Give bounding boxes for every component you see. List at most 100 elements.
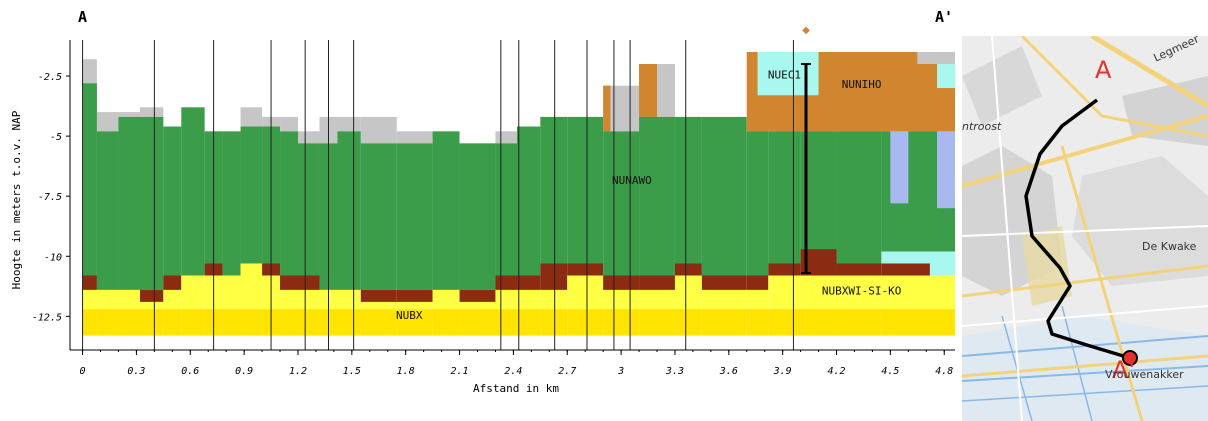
x-axis-title: Afstand in km (473, 382, 559, 395)
nubx-segment-2 (118, 309, 141, 336)
layer-label-0: NUNAWO (612, 174, 652, 187)
map-label-vrouwenakker: Vrouwenakker (1105, 368, 1184, 381)
surface-segment-15 (396, 131, 433, 144)
nubxwi-segment-24 (674, 275, 702, 310)
peat-base-segment-26 (746, 275, 769, 290)
surface-segment-3 (140, 107, 164, 117)
nubx-segment-1 (96, 309, 119, 336)
y-tick-label-2: -7.5 (38, 192, 62, 203)
surface-segment-10 (280, 116, 298, 132)
nunawo-segment-19 (516, 126, 541, 276)
peat-base-segment-20 (540, 263, 568, 290)
x-tick-label-10: 3 (617, 366, 624, 377)
x-tick-label-14: 4.2 (827, 366, 845, 377)
nubxwi-segment-14 (360, 301, 397, 310)
peat-base-segment-24 (674, 263, 702, 276)
peat-base-segment-27 (768, 263, 801, 276)
nubx-segment-23 (639, 309, 675, 336)
surface-segment-14 (360, 116, 397, 144)
x-tick-label-5: 1.5 (343, 366, 361, 377)
layer-label-1: NUBXWI-SI-KO (822, 285, 901, 298)
nubx-segment-26 (746, 309, 769, 336)
nunawo-segment-27 (768, 131, 801, 264)
nubxwi-segment-20 (540, 289, 568, 310)
end-label: A' (935, 8, 953, 26)
layer-block-nuniho-0 (603, 85, 611, 132)
peat-base-segment-29 (836, 263, 882, 276)
axes: -2.5 -5 -7.5 -10 -12.5 0 0.3 0.6 0.9 1.2 1.5 1.8 2.1… (32, 40, 955, 377)
route-line (1024, 98, 1138, 366)
y-tick-label-1: -5 (50, 132, 62, 143)
nubxwi-segment-7 (222, 275, 241, 310)
y-tick-label-3: -10 (44, 252, 62, 263)
end-point-marker (1122, 350, 1138, 366)
layer-block-sand_lens-6 (890, 131, 909, 204)
nunawo-segment-26 (746, 131, 769, 276)
nubx-segment-29 (836, 309, 882, 336)
map-end-marker: A' (1112, 356, 1136, 384)
x-tick-label-11: 3.3 (665, 366, 684, 377)
peat-base-segment-0 (82, 275, 97, 290)
y-tick-label-4: -12.5 (32, 312, 62, 323)
nubxwi-segment-10 (280, 289, 298, 310)
nunawo-segment-21 (567, 116, 604, 264)
x-tick-label-2: 0.6 (181, 366, 199, 377)
layer-block-nuec1-3 (757, 52, 819, 96)
nubx-segment-8 (240, 309, 263, 336)
peat-base-segment-22 (603, 275, 640, 290)
nubxwi-segment-4 (163, 289, 182, 310)
layer-label-3: NUNIHO (842, 78, 882, 91)
nubxwi-segment-16 (432, 289, 460, 310)
peat-base-segment-19 (516, 275, 541, 290)
x-tick-label-13: 3.9 (773, 366, 792, 377)
nubx-segment-18 (495, 309, 517, 336)
location-map[interactable]: A A' Legmeer ntroost De Kwake Vrouwenakk… (962, 36, 1208, 421)
nunawo-segment-4 (163, 126, 182, 276)
map-label-de-kwake: De Kwake (1142, 240, 1197, 253)
nunawo-segment-11 (297, 143, 320, 276)
peat-base-segment-14 (360, 289, 397, 302)
nubx-segment-19 (516, 309, 541, 336)
layer-label-2: NUBX (396, 309, 423, 322)
peat-base-segment-23 (639, 275, 675, 290)
nunawo-segment-10 (280, 131, 298, 276)
nubxwi-segment-23 (639, 289, 675, 310)
nunawo-segment-24 (674, 116, 702, 264)
nubx-segment-25 (701, 309, 747, 336)
layer-labels: NUNAWO NUBXWI-SI-KO NUBX NUNIHO NUEC1 (396, 68, 901, 321)
nubxwi-segment-0 (82, 289, 97, 310)
nunawo-segment-8 (240, 126, 263, 264)
nunawo-segment-0 (82, 83, 97, 276)
nubx-segment-24 (674, 309, 702, 336)
nubx-segment-7 (222, 309, 241, 336)
nunawo-segment-1 (96, 131, 119, 290)
nubx-segment-21 (567, 309, 604, 336)
surface-segment-18 (495, 131, 517, 144)
nunawo-segment-15 (396, 143, 433, 290)
map-background (962, 36, 1208, 421)
nubxwi-segment-25 (701, 289, 747, 310)
layer-area (82, 52, 955, 336)
nubxwi-segment-15 (396, 301, 433, 310)
x-tick-label-12: 3.6 (719, 366, 738, 377)
nubxwi-segment-8 (240, 263, 263, 310)
nubxwi-segment-1 (96, 289, 119, 310)
nubxwi-segment-19 (516, 289, 541, 310)
nubx-segment-13 (337, 309, 361, 336)
nunawo-segment-18 (495, 143, 517, 276)
nubx-segment-17 (459, 309, 496, 336)
layer-block-peat_base-9 (881, 263, 930, 276)
nubx-segment-16 (432, 309, 460, 336)
map-start-marker: A (1095, 56, 1112, 84)
nubx-segment-3 (140, 309, 164, 336)
nubxwi-segment-18 (495, 289, 517, 310)
nubxwi-segment-30 (881, 275, 955, 310)
surface-segment-8 (240, 107, 263, 127)
start-label: A (78, 8, 87, 26)
surface-segment-2 (118, 112, 141, 117)
layer-block-surface-4 (917, 52, 955, 65)
peat-base-segment-25 (701, 275, 747, 290)
nubx-segment-30 (881, 309, 955, 336)
peat-base-segment-17 (459, 289, 496, 302)
nubxwi-segment-3 (140, 301, 164, 310)
